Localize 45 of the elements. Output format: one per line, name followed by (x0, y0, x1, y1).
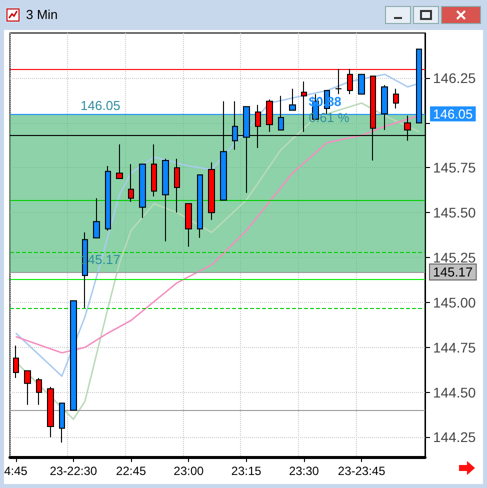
x-tick-label: 23:15 (231, 464, 262, 478)
x-tick-label: 23:30 (288, 464, 320, 478)
candlestick (162, 158, 169, 242)
y-tick-label: 144.25 (433, 429, 476, 446)
candlestick (24, 370, 31, 406)
candlestick (208, 162, 215, 220)
candlestick (358, 74, 365, 95)
candlestick (278, 95, 284, 131)
candlestick (139, 164, 146, 219)
candlestick (289, 88, 296, 111)
candlestick (13, 345, 19, 378)
candlestick (116, 144, 123, 180)
candlestick (381, 84, 388, 131)
candlestick (416, 48, 422, 124)
candlestick (174, 158, 180, 214)
annotation: 146.05 (80, 98, 120, 113)
candlestick (70, 300, 77, 411)
candlestick (36, 377, 42, 406)
y-tick-label: 145.50 (433, 204, 476, 221)
candlestick (47, 386, 54, 438)
x-tick-label: 23-23:45 (338, 464, 386, 478)
y-tick-label: 145.25 (433, 250, 476, 266)
y-tick-label: 145.00 (433, 294, 476, 310)
x-tick-label: 23:00 (174, 464, 204, 478)
candlestick (335, 68, 342, 95)
candlestick (185, 203, 192, 248)
candlestick (151, 144, 157, 197)
candlestick (59, 402, 65, 444)
candlestick (128, 164, 134, 202)
candlestick (393, 88, 399, 109)
x-tick-label: 23-22:30 (50, 464, 98, 478)
y-tick-label: 144.50 (433, 384, 476, 400)
candlestick (301, 81, 307, 132)
x-tick-label: 22:45 (116, 464, 146, 478)
x-tick-label: 4:45 (4, 464, 28, 478)
candlestick (105, 165, 111, 232)
chart-title: 3 Min (26, 7, 58, 22)
y-tick-label: 146.25 (433, 70, 476, 86)
candlestick (266, 98, 273, 132)
candlestick (93, 198, 100, 238)
candlestick (197, 174, 203, 238)
y-tick-label: 144.75 (433, 339, 476, 356)
ref-line-label: 146.05 (433, 106, 473, 122)
ref-line-label: 145.17 (433, 264, 473, 280)
y-tick-label: 145.75 (433, 160, 476, 176)
